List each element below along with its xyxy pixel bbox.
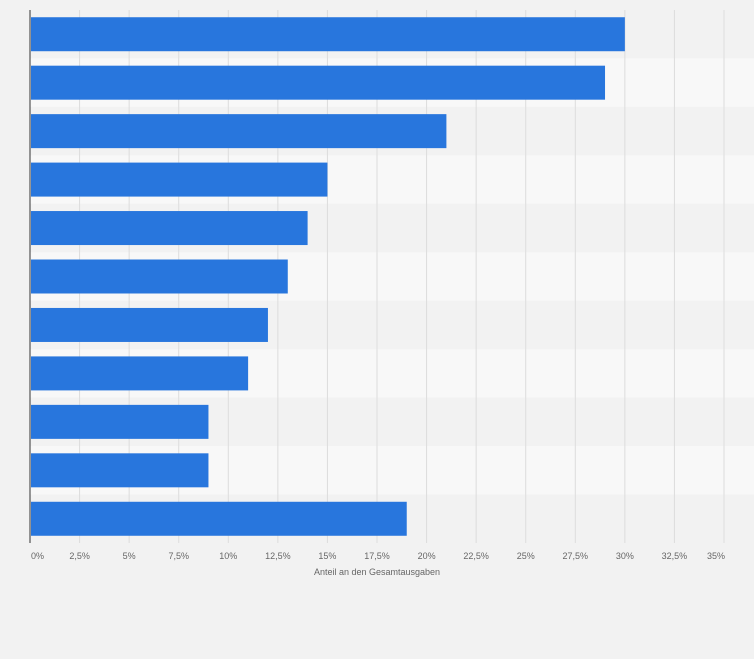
bar[interactable] bbox=[31, 211, 308, 246]
x-axis-title: Anteil an den Gesamtausgaben bbox=[314, 567, 440, 577]
x-tick-label: 22,5% bbox=[463, 551, 489, 561]
x-tick-label: 7,5% bbox=[168, 551, 189, 561]
bar[interactable] bbox=[31, 404, 209, 439]
bar[interactable] bbox=[31, 65, 606, 100]
x-tick-label: 30% bbox=[616, 551, 634, 561]
x-tick-label: 0% bbox=[31, 551, 44, 561]
x-tick-label: 5% bbox=[123, 551, 136, 561]
bar[interactable] bbox=[31, 259, 288, 294]
bar[interactable] bbox=[31, 114, 447, 149]
x-tick-label: 20% bbox=[418, 551, 436, 561]
x-tick-label: 10% bbox=[219, 551, 237, 561]
x-tick-label: 12,5% bbox=[265, 551, 291, 561]
bar-series bbox=[31, 17, 625, 536]
x-tick-label: 15% bbox=[318, 551, 336, 561]
x-tick-label: 17,5% bbox=[364, 551, 390, 561]
bar[interactable] bbox=[31, 307, 268, 342]
x-tick-label: 27,5% bbox=[563, 551, 589, 561]
bar[interactable] bbox=[31, 162, 328, 197]
x-tick-label: 32,5% bbox=[662, 551, 688, 561]
x-tick-label: 2,5% bbox=[69, 551, 90, 561]
x-tick-label: 25% bbox=[517, 551, 535, 561]
bar[interactable] bbox=[31, 356, 249, 391]
bar[interactable] bbox=[31, 17, 625, 52]
bar[interactable] bbox=[31, 453, 209, 488]
x-axis-ticks: 0% 2,5% 5% 7,5% 10% 12,5% 15% 17,5% 20% 22,5% 25% 2… bbox=[31, 551, 725, 561]
x-tick-label: 35% bbox=[707, 551, 725, 561]
bar[interactable] bbox=[31, 501, 407, 536]
